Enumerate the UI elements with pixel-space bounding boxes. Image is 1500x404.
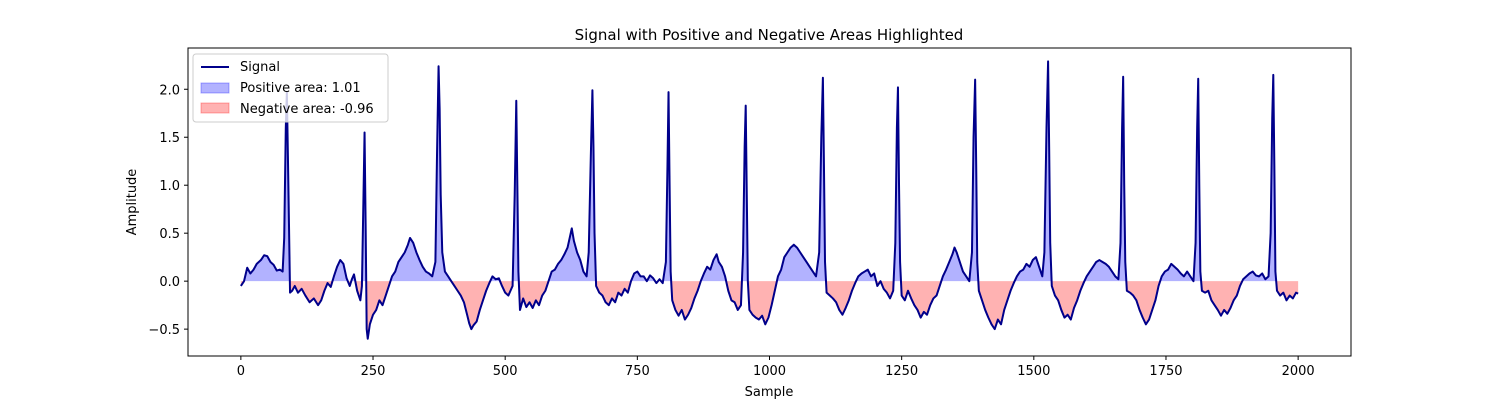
legend-box [192,53,389,123]
x-tick-label: 1000 [753,364,786,379]
area-fills [240,61,1299,339]
legend-signal-label: Signal [240,60,280,75]
y-axis-label: Amplitude [125,169,140,236]
x-tick-label: 1500 [1017,364,1050,379]
legend-negative-swatch [200,102,230,114]
x-tick-label: 250 [361,364,386,379]
chart-title: Signal with Positive and Negative Areas … [575,26,964,44]
y-tick-label: 0.0 [159,275,180,290]
y-tick-label: 0.5 [159,227,180,242]
x-tick-label: 0 [237,364,245,379]
legend-positive-swatch [200,82,230,94]
x-axis-label: Sample [745,385,794,400]
y-axis-ticks: −0.5 0.0 0.5 1.0 1.5 2.0 [148,83,188,338]
x-axis-ticks: 0 250 500 750 1000 1250 1500 1750 2000 [237,356,1315,379]
legend: Signal Positive area: 1.01 Negative area… [192,53,389,123]
legend-negative-label: Negative area: -0.96 [240,102,374,117]
x-tick-label: 1750 [1149,364,1182,379]
y-tick-label: 1.0 [159,179,180,194]
legend-positive-label: Positive area: 1.01 [240,81,361,96]
signal-line [240,60,1299,340]
x-tick-label: 1250 [885,364,918,379]
y-tick-label: −0.5 [148,323,180,338]
y-tick-label: 2.0 [159,83,180,98]
x-tick-label: 500 [493,364,518,379]
signal-line-group [240,60,1299,340]
y-tick-label: 1.5 [159,131,180,146]
x-tick-label: 750 [625,364,650,379]
x-tick-label: 2000 [1282,364,1315,379]
